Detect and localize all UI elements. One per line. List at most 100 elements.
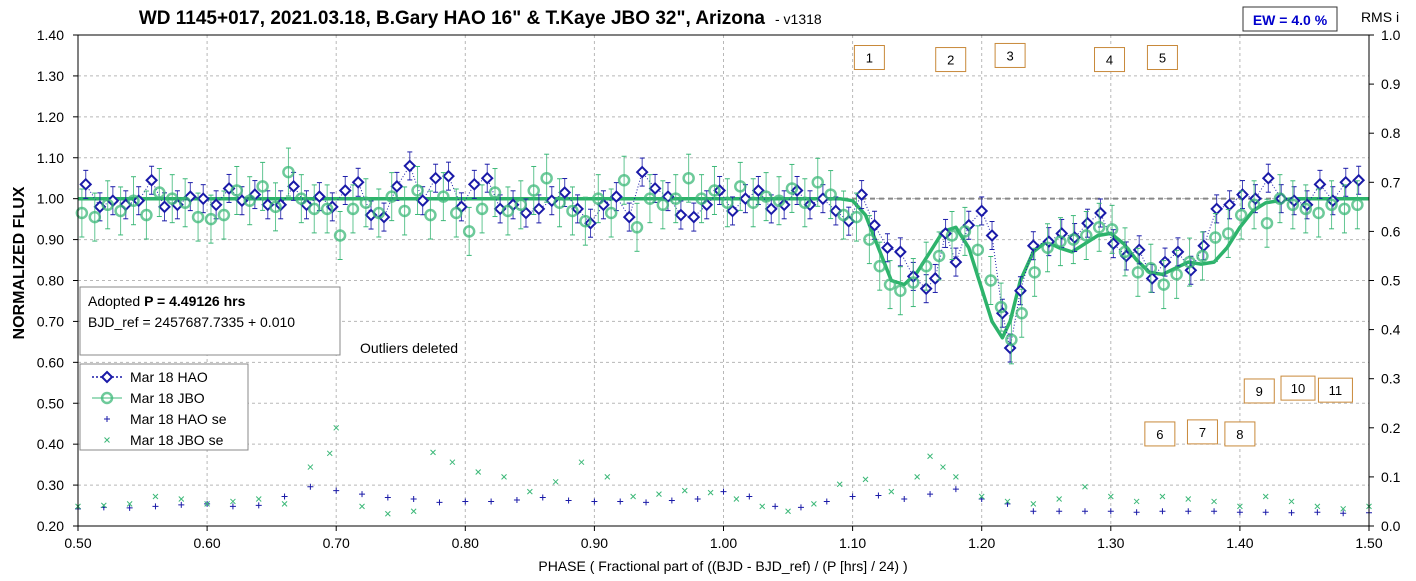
jbo-point [372, 206, 386, 220]
x-tick-label: 1.40 [1226, 535, 1253, 551]
jbo-se-point [733, 496, 740, 502]
jbo-point [1196, 249, 1209, 263]
hao-point [777, 198, 791, 212]
jbo-point [883, 278, 897, 291]
x-tick-label: 1.50 [1355, 535, 1382, 551]
jbo-point [894, 284, 907, 297]
y-tick-label: 0.20 [37, 518, 64, 534]
hao-se-point [307, 483, 314, 490]
hao-point [751, 184, 765, 197]
y-tick-label: 1.00 [37, 191, 64, 207]
hao-point [1145, 272, 1159, 285]
hao-point [985, 229, 999, 242]
jbo-point [1105, 223, 1119, 236]
hao-point [648, 182, 662, 195]
jbo-se-point [888, 488, 895, 495]
jbo-point [75, 206, 89, 220]
jbo-point [932, 249, 946, 263]
dip-label-box [1144, 421, 1176, 447]
jbo-point [1170, 268, 1183, 281]
hao-se-point [255, 502, 262, 509]
hao-se-point [591, 498, 598, 505]
jbo-se-point [1262, 493, 1269, 500]
jbo-point [308, 202, 321, 216]
hao-point [429, 171, 443, 185]
hao-point [338, 184, 352, 197]
hao-point [79, 177, 93, 191]
hao-point [975, 204, 989, 218]
y2-tick-label: 0.9 [1381, 76, 1401, 92]
jbo-point [1183, 255, 1196, 269]
y-tick-label: 1.30 [37, 68, 64, 84]
jbo-se-point [307, 464, 314, 470]
dip-label-box [853, 45, 885, 71]
dip-label-text: 7 [1199, 425, 1206, 440]
x-tick-label: 1.00 [710, 535, 737, 551]
hao-point [416, 194, 430, 208]
jbo-point [424, 208, 437, 222]
jbo-se-point [1237, 503, 1243, 510]
jbo-point [1312, 206, 1325, 220]
jbo-se-point [978, 493, 985, 500]
jbo-point [1209, 231, 1222, 244]
dip-label-text: 5 [1159, 51, 1166, 66]
x-axis-ticks: 0.50 0.60 0.70 0.80 0.90 1.00 1.10 1.20 1.30 1.40… [64, 526, 1383, 551]
flux-series [75, 147, 1366, 365]
hao-se-point [281, 493, 288, 500]
jbo-point [320, 202, 334, 216]
hao-se-point [1159, 508, 1166, 515]
hao-se-point [927, 491, 934, 498]
hao-point [881, 241, 894, 255]
jbo-point [230, 184, 244, 197]
jbo-point [1222, 227, 1235, 240]
dip-label-box [1280, 375, 1316, 401]
y2-tick-label: 0.6 [1381, 223, 1401, 239]
hao-point [868, 218, 881, 232]
hao-se-point [1081, 508, 1088, 515]
svg-text:Adopted P = 4.49126 hrs: Adopted P = 4.49126 hrs [88, 293, 246, 309]
hao-se-point [1107, 508, 1114, 515]
dip-label-box [994, 42, 1026, 68]
hao-point [519, 206, 533, 220]
hao-se-point [1288, 509, 1295, 516]
jbo-se-point [836, 481, 843, 488]
hao-point [196, 192, 210, 206]
jbo-point [514, 198, 528, 212]
jbo-se-point [384, 510, 391, 517]
hao-point [687, 210, 701, 224]
jbo-point [1131, 266, 1145, 279]
hao-se-point [823, 498, 830, 505]
hao-se-point [1133, 509, 1140, 516]
y-axis-ticks: 0.20 0.30 0.40 0.50 0.60 0.70 0.80 0.90 1.00 1.10… [37, 27, 78, 534]
y-axis-label: NORMALIZED FLUX [11, 186, 28, 339]
jbo-point [488, 186, 502, 199]
jbo-point [824, 188, 837, 201]
dip-labels: 1 2 3 4 5 6 7 8 9 10 11 [853, 42, 1353, 447]
y2-tick-label: 1.0 [1381, 27, 1401, 43]
y-tick-label: 0.70 [37, 313, 64, 329]
jbo-se-point [281, 501, 288, 507]
dip-label-box [1094, 47, 1126, 73]
hao-point [287, 179, 301, 193]
jbo-point [695, 192, 708, 205]
jbo-point [1080, 229, 1093, 242]
jbo-point [1005, 333, 1018, 347]
jbo-point [746, 196, 760, 210]
legend-marker [100, 391, 114, 405]
jbo-point [217, 208, 231, 222]
jbo-point [850, 210, 863, 224]
hao-se-point [875, 492, 882, 499]
y2-axis-ticks: 0.0 0.1 0.2 0.3 0.4 0.5 0.6 0.7 0.8 0.9 1.0 [1369, 27, 1401, 534]
hao-point [1352, 173, 1366, 187]
hao-point [1210, 202, 1224, 216]
jbo-point [191, 210, 205, 224]
dip-label-text: 8 [1236, 427, 1243, 442]
jbo-se-point [604, 474, 611, 480]
hao-se-point [488, 498, 495, 505]
hao-se-point [952, 486, 959, 493]
jbo-point [958, 225, 972, 238]
y-tick-label: 1.40 [37, 27, 64, 43]
jbo-se-point [1004, 498, 1011, 505]
dip-label-box [935, 47, 967, 73]
jbo-se-point [656, 491, 662, 497]
